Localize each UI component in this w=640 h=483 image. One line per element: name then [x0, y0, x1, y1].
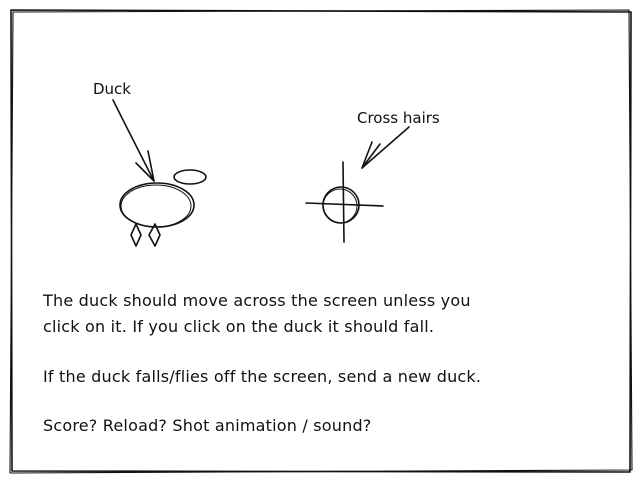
note-line-2: click on it. If you click on the duck it… — [43, 317, 434, 336]
duck-left-foot — [130, 223, 142, 247]
duck-right-foot — [148, 223, 161, 247]
note-line-3: If the duck falls/flies off the screen, … — [43, 367, 481, 386]
crosshairs-label: Cross hairs — [357, 109, 440, 127]
crosshairs-vertical-line — [342, 161, 345, 243]
duck-label: Duck — [93, 80, 131, 98]
crosshairs-horizontal-line — [305, 202, 384, 207]
duck-arrow — [112, 99, 155, 182]
duck-sketch — [119, 169, 207, 247]
crosshairs-sketch — [305, 161, 384, 243]
note-line-4: Score? Reload? Shot animation / sound? — [43, 416, 372, 435]
frame — [9, 9, 633, 474]
duck-head — [173, 169, 207, 185]
note-line-1: The duck should move across the screen u… — [42, 291, 471, 310]
crosshairs-arrow — [361, 126, 410, 169]
